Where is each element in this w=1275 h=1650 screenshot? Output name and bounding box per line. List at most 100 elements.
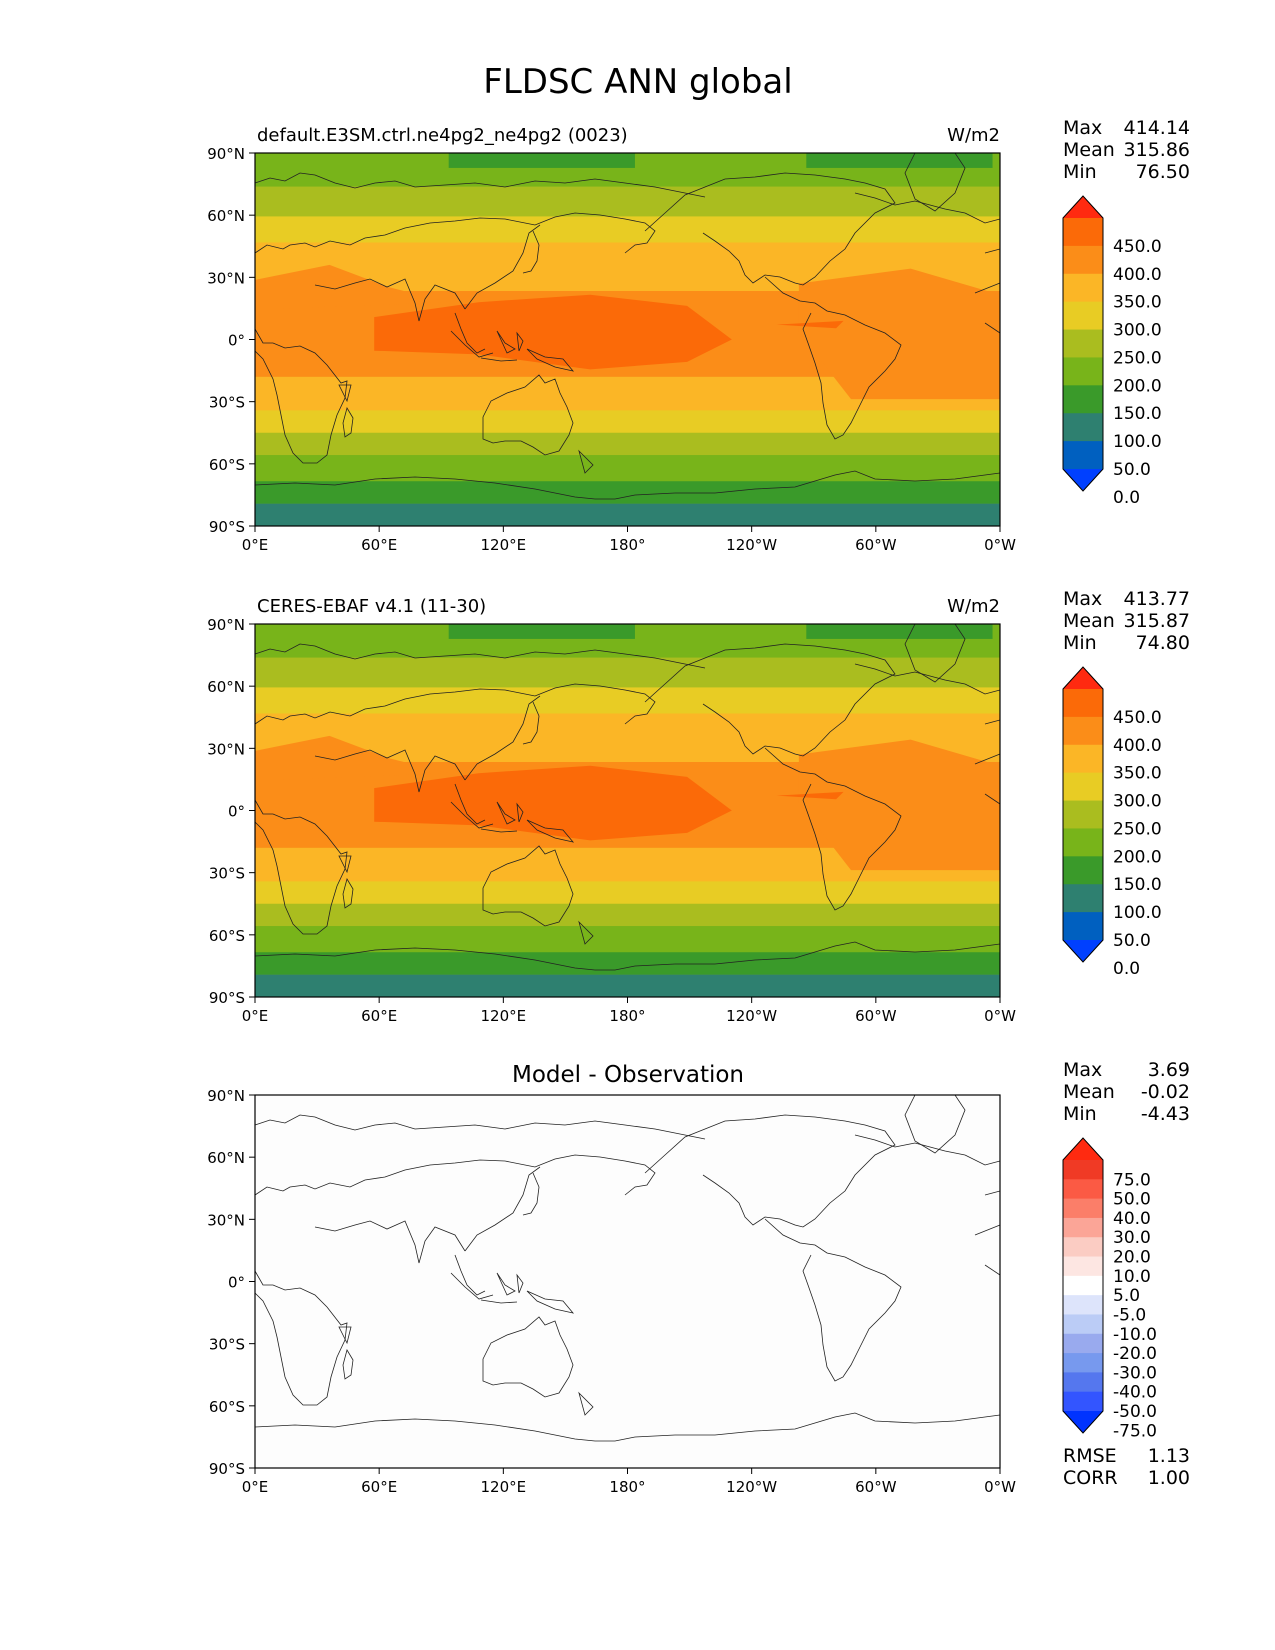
lon-tick-label: 0°W <box>984 1007 1016 1025</box>
stat-max-row: Max 3.69 <box>1063 1059 1190 1081</box>
colorbar-extend-min <box>1063 940 1103 962</box>
contour-band <box>255 974 1000 997</box>
stat-label: RMSE <box>1063 1445 1117 1467</box>
lon-tick-label: 120°E <box>481 536 527 554</box>
stat-value: 315.86 <box>1123 139 1190 161</box>
stat-mean-row: Mean -0.02 <box>1063 1081 1190 1103</box>
colorbar-segment <box>1063 218 1103 247</box>
lon-tick-label: 120°E <box>481 1478 527 1496</box>
colorbar-segment <box>1063 1333 1103 1354</box>
contour-band <box>776 791 844 800</box>
lat-tick-label: 60°N <box>207 678 245 696</box>
colorbar-segment <box>1063 800 1103 829</box>
colorbar-tick-label: -10.0 <box>1113 1325 1157 1345</box>
stat-mean-row: Mean 315.86 <box>1063 139 1190 161</box>
lon-tick-label: 120°W <box>726 1478 777 1496</box>
lat-tick-label: 90°S <box>209 518 245 536</box>
lon-tick-label: 60°W <box>855 1478 897 1496</box>
lon-tick-label: 60°E <box>361 1478 397 1496</box>
lon-tick-label: 60°E <box>361 536 397 554</box>
colorbar-tick-label: 450.0 <box>1113 237 1162 257</box>
colorbar-segment <box>1063 744 1103 774</box>
colorbar-segment <box>1063 1198 1103 1219</box>
obs-stats: Max 413.77 Mean 315.87 Min 74.80 <box>1063 588 1190 654</box>
lat-tick-label: 90°N <box>207 145 245 163</box>
diff-colorbar: 75.050.040.030.020.010.05.0-5.0-10.0-20.… <box>1062 1137 1157 1441</box>
contour-band <box>255 481 1000 504</box>
model-left-title: default.E3SM.ctrl.ne4pg2_ne4pg2 (0023) <box>257 125 628 146</box>
diff-stats: Max 3.69 Mean -0.02 Min -4.43 <box>1063 1059 1190 1125</box>
colorbar-tick-label: -40.0 <box>1113 1383 1157 1403</box>
stat-label: Mean <box>1063 610 1115 632</box>
contour-band <box>255 410 1000 437</box>
lat-tick-label: 90°N <box>207 1087 245 1105</box>
stat-label: CORR <box>1063 1467 1118 1489</box>
colorbar-segment <box>1063 1372 1103 1393</box>
colorbar-tick-label: 0.0 <box>1113 488 1140 508</box>
lon-tick-label: 0°W <box>984 536 1016 554</box>
colorbar-segment <box>1063 385 1103 414</box>
lat-tick-label: 30°S <box>209 394 245 412</box>
colorbar-tick-label: 450.0 <box>1113 708 1162 728</box>
stat-value: 413.77 <box>1123 588 1190 610</box>
lat-tick-label: 90°S <box>209 1460 245 1478</box>
colorbar-tick-label: 150.0 <box>1113 404 1162 424</box>
lat-tick-label: 0° <box>228 1274 245 1292</box>
colorbar-segment <box>1063 856 1103 885</box>
lat-tick-label: 30°N <box>207 740 245 758</box>
colorbar-segment <box>1063 1256 1103 1277</box>
colorbar-tick-label: 20.0 <box>1113 1248 1151 1268</box>
stat-label: Mean <box>1063 139 1115 161</box>
lon-tick-label: 0°E <box>242 536 269 554</box>
obs-left-title: CERES-EBAF v4.1 (11-30) <box>257 596 486 617</box>
colorbar-tick-label: 5.0 <box>1113 1286 1140 1306</box>
stat-label: Max <box>1063 117 1103 139</box>
lat-tick-label: 90°S <box>209 989 245 1007</box>
colorbar-tick-label: 350.0 <box>1113 764 1162 784</box>
colorbar-segment <box>1063 1275 1103 1296</box>
stat-value: 3.69 <box>1147 1059 1190 1081</box>
colorbar-segment <box>1063 912 1103 941</box>
stat-min-row: Min -4.43 <box>1063 1103 1190 1125</box>
lon-tick-label: 120°E <box>481 1007 527 1025</box>
colorbar-tick-label: 40.0 <box>1113 1209 1151 1229</box>
lat-tick-label: 60°N <box>207 207 245 225</box>
figure-title: FLDSC ANN global <box>483 62 792 102</box>
colorbar-segment <box>1063 1314 1103 1335</box>
lon-tick-label: 60°W <box>855 536 897 554</box>
stat-value: -4.43 <box>1140 1103 1190 1125</box>
diff-axes: 90°N 60°N 30°N 0° 30°S 60°S 90°S0°E 60°E 120°E 18… <box>207 1087 1016 1496</box>
colorbar-tick-label: -20.0 <box>1113 1344 1157 1364</box>
lon-tick-label: 0°W <box>984 1478 1016 1496</box>
colorbar-extend-max <box>1063 1138 1103 1160</box>
colorbar-segment <box>1063 245 1103 275</box>
lat-tick-label: 0° <box>228 803 245 821</box>
colorbar-tick-label: 50.0 <box>1113 460 1151 480</box>
model-map <box>255 153 1000 526</box>
lon-tick-label: 120°W <box>726 1007 777 1025</box>
diff-extra-stats: RMSE 1.13 CORR 1.00 <box>1063 1445 1190 1489</box>
colorbar-tick-label: 100.0 <box>1113 903 1162 923</box>
lat-tick-label: 60°N <box>207 1149 245 1167</box>
contour-band <box>374 294 732 370</box>
colorbar-segment <box>1063 301 1103 330</box>
colorbar-tick-label: 75.0 <box>1113 1170 1151 1190</box>
colorbar-tick-label: -75.0 <box>1113 1421 1157 1441</box>
colorbar-tick-label: 150.0 <box>1113 875 1162 895</box>
stat-max-row: Max 413.77 <box>1063 588 1190 610</box>
model-stats: Max 414.14 Mean 315.86 Min 76.50 <box>1063 117 1190 183</box>
obs-units: W/m2 <box>947 596 1000 617</box>
obs-colorbar: 450.0 400.0 350.0 300.0 250.0 200.0 150.0 100.0… <box>1062 666 1162 979</box>
colorbar-extend-max <box>1063 667 1103 689</box>
colorbar-tick-label: 250.0 <box>1113 348 1162 368</box>
lat-tick-label: 60°S <box>209 927 245 945</box>
stat-value: 74.80 <box>1135 632 1190 654</box>
colorbar-tick-label: -50.0 <box>1113 1402 1157 1422</box>
lat-tick-label: 30°N <box>207 269 245 287</box>
lat-tick-label: 30°S <box>209 1336 245 1354</box>
stat-mean-row: Mean 315.87 <box>1063 610 1190 632</box>
stat-label: Min <box>1063 1103 1097 1125</box>
colorbar-tick-label: 10.0 <box>1113 1267 1151 1287</box>
colorbar-segment <box>1063 1237 1103 1257</box>
